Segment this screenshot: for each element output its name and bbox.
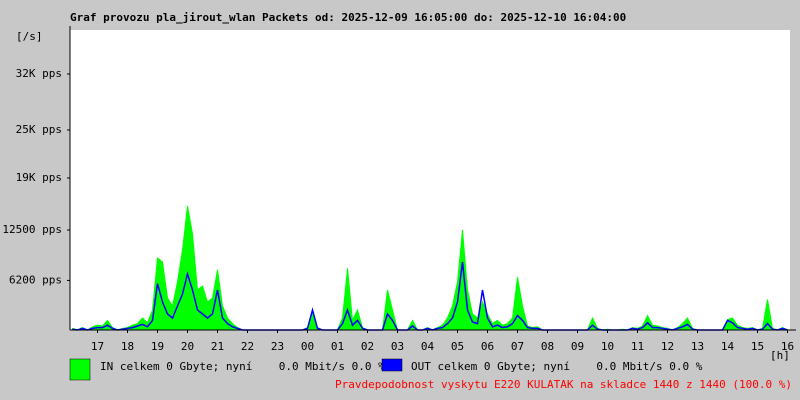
y-tick-label: 25K pps <box>16 123 62 136</box>
chart-title: Graf provozu pla_jirout_wlan Packets od:… <box>70 11 626 24</box>
y-unit: [/s] <box>16 30 43 43</box>
x-tick-label: 18 <box>121 340 134 353</box>
x-tick-label: 09 <box>571 340 584 353</box>
x-tick-label: 04 <box>421 340 435 353</box>
x-tick-label: 13 <box>691 340 704 353</box>
x-tick-label: 11 <box>631 340 644 353</box>
x-tick-label: 14 <box>721 340 735 353</box>
x-tick-label: 15 <box>751 340 764 353</box>
y-tick-label: 19K pps <box>16 171 62 184</box>
footer-note: Pravdepodobnost vyskytu E220 KULATAK na … <box>335 378 792 391</box>
x-tick-label: 19 <box>151 340 164 353</box>
x-tick-label: 08 <box>541 340 554 353</box>
x-tick-label: 01 <box>331 340 344 353</box>
y-tick-label: 12500 pps <box>2 223 62 236</box>
y-tick-label: 6200 pps <box>9 273 62 286</box>
x-tick-label: 22 <box>241 340 254 353</box>
x-tick-label: 07 <box>511 340 524 353</box>
x-tick-label: 20 <box>181 340 194 353</box>
legend-swatch <box>69 358 91 381</box>
y-tick-label: 32K pps <box>16 67 62 80</box>
legend-label: IN celkem 0 Gbyte; nyní 0.0 Mbit/s 0.0 % <box>100 360 385 373</box>
out-line <box>72 261 788 331</box>
x-tick-label: 21 <box>211 340 224 353</box>
legend-swatch <box>381 358 403 372</box>
x-tick-label: 06 <box>481 340 494 353</box>
x-tick-label: 12 <box>661 340 674 353</box>
x-tick-label: 16 <box>781 340 794 353</box>
x-unit: [h] <box>770 349 790 362</box>
x-tick-label: 00 <box>301 340 314 353</box>
legend-label: OUT celkem 0 Gbyte; nyní 0.0 Mbit/s 0.0 … <box>411 360 703 373</box>
x-tick-label: 23 <box>271 340 284 353</box>
x-tick-label: 03 <box>391 340 404 353</box>
x-tick-label: 10 <box>601 340 614 353</box>
x-tick-label: 05 <box>451 340 464 353</box>
x-tick-label: 17 <box>91 340 104 353</box>
x-tick-label: 02 <box>361 340 374 353</box>
